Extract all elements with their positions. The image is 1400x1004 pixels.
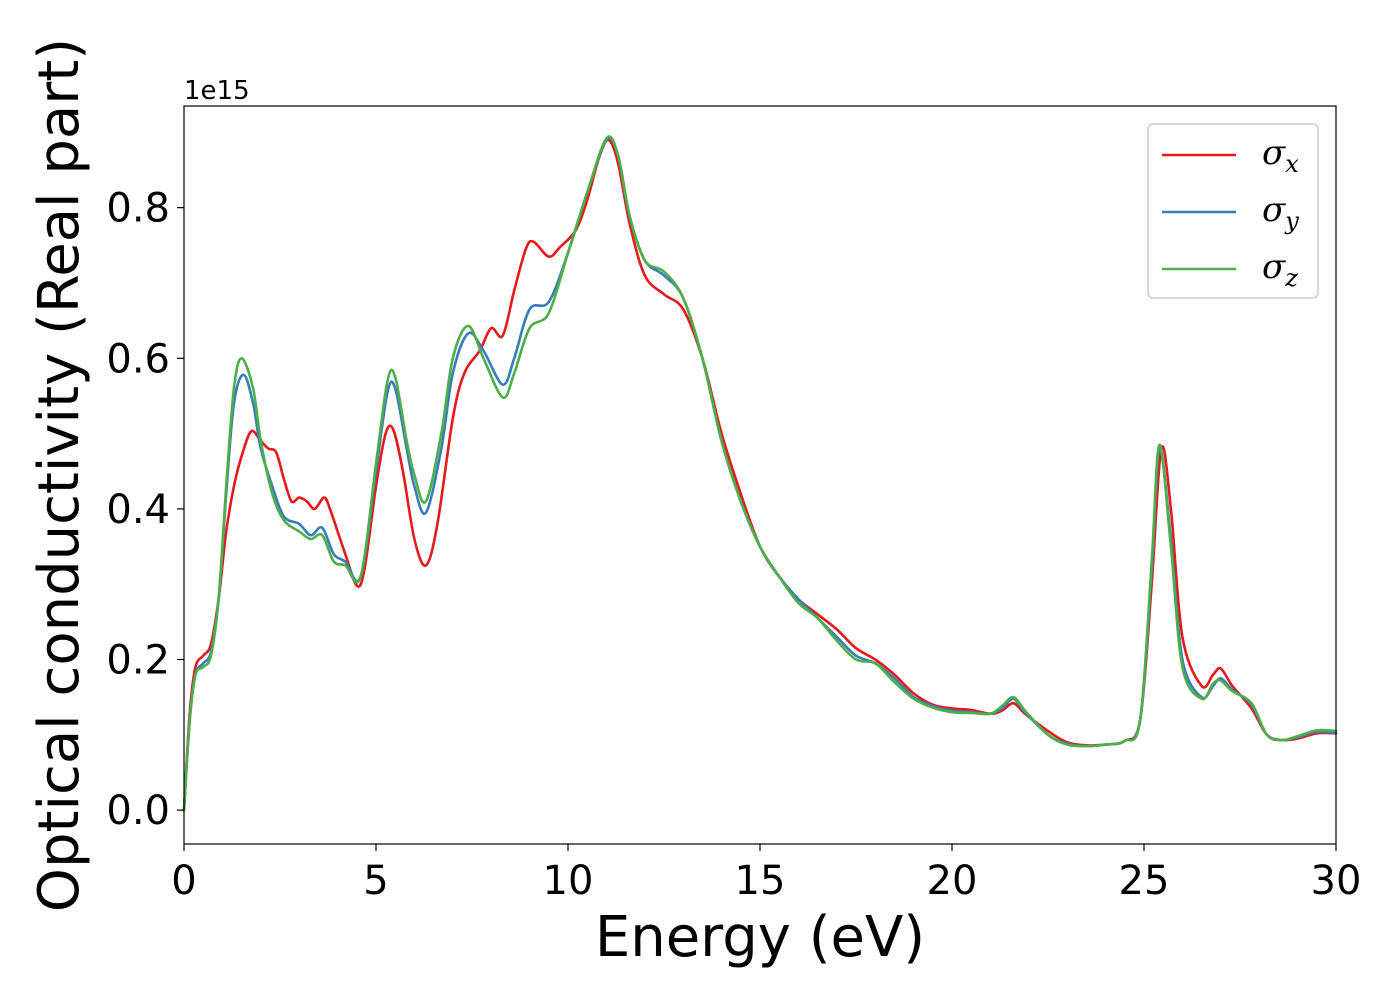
legend-label-sigma-z: σz bbox=[1262, 247, 1298, 292]
y-axis: 0.0 0.2 0.4 0.6 0.8 bbox=[106, 186, 184, 834]
y-axis-label: Optical conductivity (Real part) bbox=[27, 38, 92, 912]
y-tick-label: 0.0 bbox=[106, 788, 170, 834]
y-tick-label: 0.4 bbox=[106, 487, 170, 533]
y-offset-text: 1e15 bbox=[184, 76, 250, 106]
x-tick-label: 5 bbox=[363, 858, 388, 904]
x-tick-label: 30 bbox=[1311, 858, 1362, 904]
x-axis: 0 5 10 15 20 25 30 bbox=[171, 844, 1361, 904]
y-tick-label: 0.2 bbox=[106, 638, 170, 684]
x-tick-label: 15 bbox=[735, 858, 786, 904]
legend-label-sigma-y: σy bbox=[1262, 190, 1299, 235]
legend-label-sigma-x: σx bbox=[1262, 133, 1299, 178]
x-tick-label: 25 bbox=[1119, 858, 1170, 904]
x-tick-label: 20 bbox=[927, 858, 978, 904]
y-tick-label: 0.8 bbox=[106, 186, 170, 232]
x-axis-label: Energy (eV) bbox=[595, 905, 925, 970]
series-layer bbox=[182, 135, 1338, 812]
legend: σx σy σz bbox=[1147, 123, 1319, 299]
y-tick-label: 0.6 bbox=[106, 336, 170, 382]
series-line-sigma-z bbox=[182, 135, 1338, 812]
x-tick-label: 0 bbox=[171, 858, 196, 904]
x-tick-label: 10 bbox=[543, 858, 594, 904]
